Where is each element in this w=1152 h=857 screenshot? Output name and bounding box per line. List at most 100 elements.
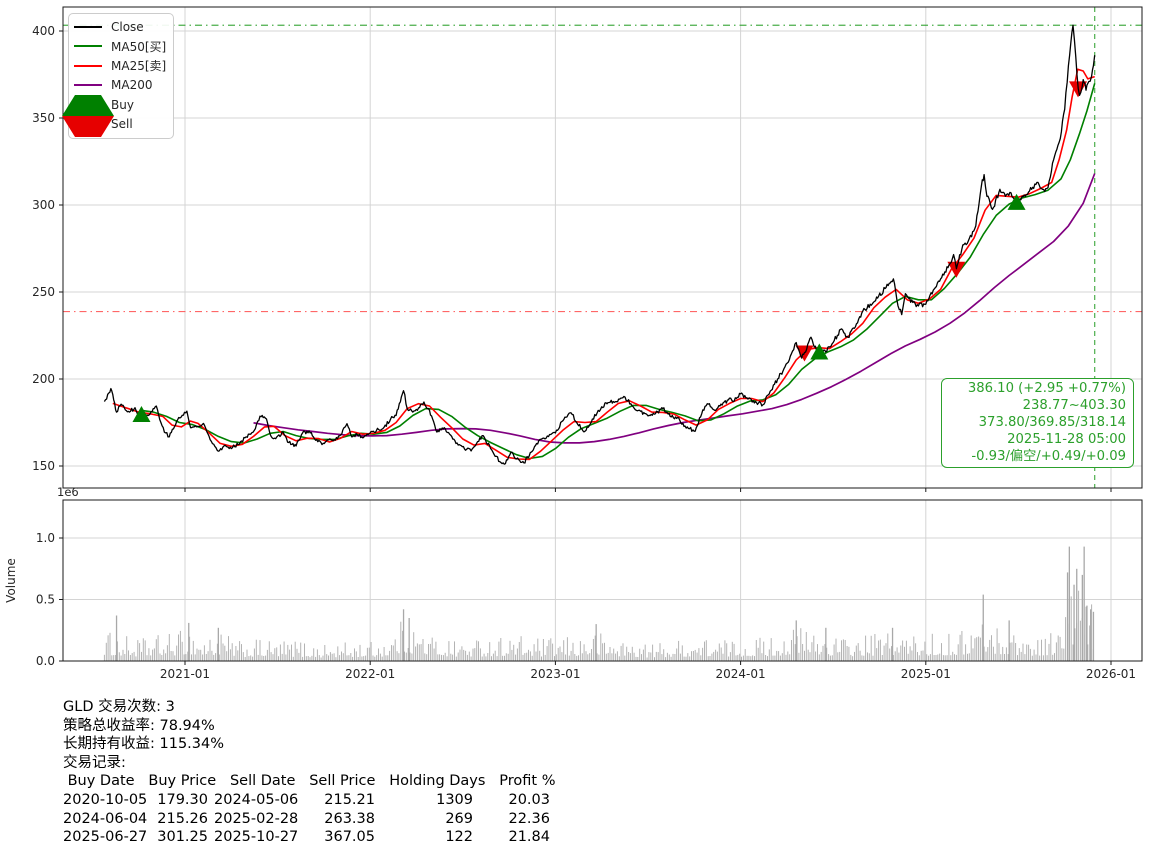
volume-bar <box>120 655 122 661</box>
volume-bar <box>566 637 568 661</box>
trade-holding-days: 122 <box>445 829 473 846</box>
volume-bar <box>785 654 787 661</box>
ma50-line <box>140 83 1096 460</box>
volume-bar <box>320 657 322 661</box>
volume-spike-bar <box>795 620 797 661</box>
trade-sell-date: 2025-02-28 <box>214 810 299 827</box>
volume-bar <box>605 653 607 661</box>
volume-bar <box>548 640 550 661</box>
price-tick-label: 150 <box>32 459 55 473</box>
volume-bar <box>552 643 554 661</box>
volume-bar <box>324 645 326 661</box>
stat-strategy-return: 策略总收益率: 78.94% <box>63 717 215 734</box>
volume-bar <box>365 655 367 661</box>
volume-bar <box>655 651 657 661</box>
volume-bar <box>344 642 346 661</box>
volume-bar <box>918 655 920 661</box>
volume-bar <box>724 640 726 661</box>
volume-bar <box>674 654 676 661</box>
volume-bar <box>174 655 176 661</box>
volume-bar <box>807 649 809 661</box>
volume-bar <box>494 650 496 661</box>
volume-bar <box>1026 644 1028 661</box>
volume-bar <box>776 650 778 661</box>
volume-bar <box>329 652 331 661</box>
volume-bar <box>1061 648 1063 661</box>
volume-bar <box>129 655 131 661</box>
volume-bar <box>728 656 730 661</box>
annot-price-change: 386.10 (+2.95 +0.77%) <box>967 381 1126 396</box>
price-plot-frame <box>62 6 1143 489</box>
volume-bar <box>1070 596 1072 661</box>
volume-bar <box>979 637 981 661</box>
volume-bar <box>235 646 237 661</box>
volume-plot-frame <box>62 499 1143 662</box>
volume-bar <box>122 649 124 661</box>
volume-bar <box>691 651 692 661</box>
volume-bar <box>878 640 880 661</box>
volume-bar <box>444 652 446 661</box>
volume-bar <box>472 648 474 661</box>
volume-bar <box>820 651 822 661</box>
volume-bar <box>992 646 994 661</box>
buy-marker <box>132 406 151 423</box>
volume-bar <box>294 641 296 661</box>
volume-bar <box>311 655 313 661</box>
volume-bar <box>924 641 926 661</box>
volume-bar <box>459 649 461 661</box>
buy-marker <box>1007 193 1026 210</box>
volume-bar <box>159 653 161 661</box>
volume-bar <box>787 651 789 661</box>
volume-bar <box>196 648 198 661</box>
volume-bar <box>137 640 139 661</box>
volume-spike-bar <box>217 627 219 661</box>
volume-bar <box>142 638 144 661</box>
volume-bar <box>692 651 694 661</box>
volume-bar <box>363 656 365 661</box>
volume-bar <box>839 651 841 661</box>
volume-bar <box>115 655 117 661</box>
volume-bar <box>452 654 454 661</box>
trade-buy-date: 2024-06-04 <box>63 810 148 827</box>
volume-bar <box>920 650 922 661</box>
volume-bar <box>237 650 239 661</box>
volume-bar <box>266 649 268 661</box>
volume-bar <box>668 654 670 661</box>
volume-bar <box>822 645 824 661</box>
volume-bar <box>1000 654 1002 661</box>
volume-bar <box>941 643 942 661</box>
legend-item-ma200: MA200 <box>69 76 173 96</box>
volume-bar <box>996 628 998 661</box>
volume-bar <box>1063 648 1065 661</box>
volume-bar <box>741 656 742 661</box>
volume-bar <box>407 648 409 661</box>
volume-bar <box>509 640 511 661</box>
volume-bar <box>163 649 165 661</box>
volume-bar <box>752 655 754 661</box>
volume-bar <box>922 650 924 661</box>
volume-bar <box>211 650 213 661</box>
volume-bar <box>694 649 696 661</box>
volume-bar <box>629 653 631 661</box>
x-tick-label: 2026-01 <box>1086 667 1136 681</box>
volume-bar <box>350 653 352 661</box>
volume-bar <box>544 654 546 661</box>
volume-bar <box>870 635 872 661</box>
volume-spike-bar <box>825 627 827 661</box>
volume-bar <box>318 655 320 661</box>
volume-bar <box>239 641 241 661</box>
volume-bar <box>146 655 148 661</box>
volume-bar <box>189 636 191 661</box>
volume-bar <box>798 652 800 661</box>
volume-bar <box>952 651 954 661</box>
volume-bar <box>835 638 837 661</box>
volume-bar <box>972 648 974 661</box>
volume-bar <box>150 655 152 661</box>
volume-bar <box>431 637 433 661</box>
volume-bar <box>965 644 967 661</box>
volume-bar <box>505 653 507 661</box>
volume-bar <box>1091 604 1093 661</box>
volume-bar <box>287 644 289 661</box>
volume-bar <box>852 656 854 661</box>
volume-bar <box>172 651 174 661</box>
